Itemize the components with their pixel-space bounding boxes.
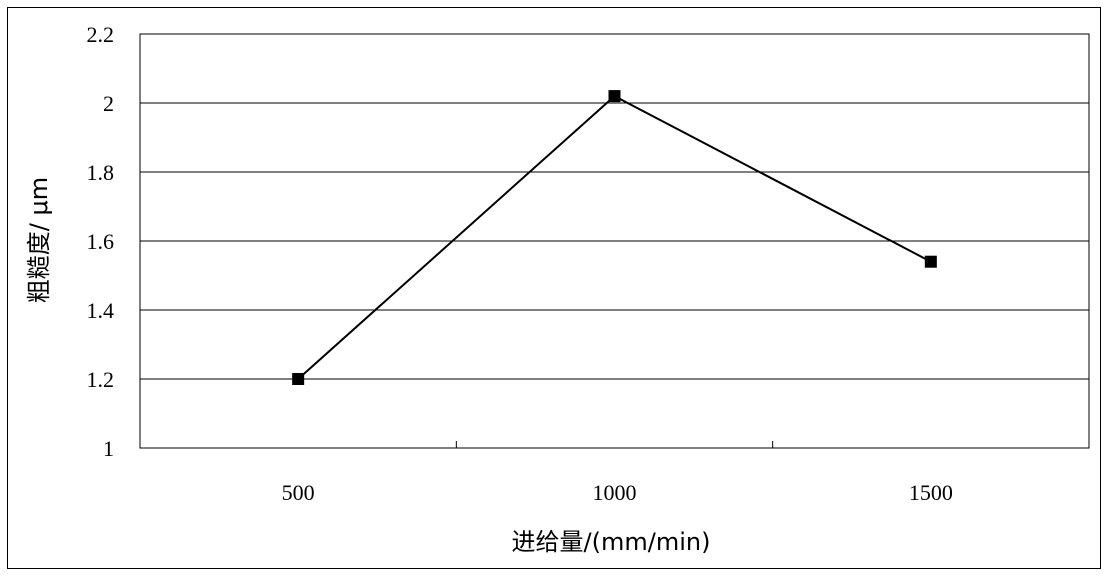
series-line (297, 94, 932, 380)
data-point-marker (608, 90, 621, 103)
y-tick-label: 1.4 (87, 298, 115, 323)
y-axis-title: 粗糙度/ μm (25, 177, 53, 303)
data-point-marker (924, 255, 937, 268)
y-tick-labels: 1 1.2 1.4 1.6 1.8 2 2.2 (87, 22, 115, 461)
x-tick-label: 1000 (593, 480, 637, 505)
x-tick-labels: 500 1000 1500 (282, 480, 953, 505)
y-tick-label: 1.2 (87, 367, 115, 392)
chart-frame (7, 7, 1101, 569)
x-axis-title: 进给量/(mm/min) (512, 528, 711, 556)
x-tick-label: 500 (282, 480, 315, 505)
series-layer (292, 90, 937, 385)
y-tick-label: 1.8 (87, 160, 115, 185)
data-point-marker (292, 373, 305, 385)
y-tick-label: 2.2 (87, 22, 115, 47)
y-tick-label: 1.6 (87, 229, 115, 254)
y-tick-label: 2 (103, 91, 114, 116)
gridlines (140, 33, 1089, 380)
x-tick-label: 1500 (909, 480, 953, 505)
y-tick-label: 1 (103, 436, 114, 461)
plot-area (139, 33, 1090, 449)
x-tick-marks (455, 441, 774, 448)
